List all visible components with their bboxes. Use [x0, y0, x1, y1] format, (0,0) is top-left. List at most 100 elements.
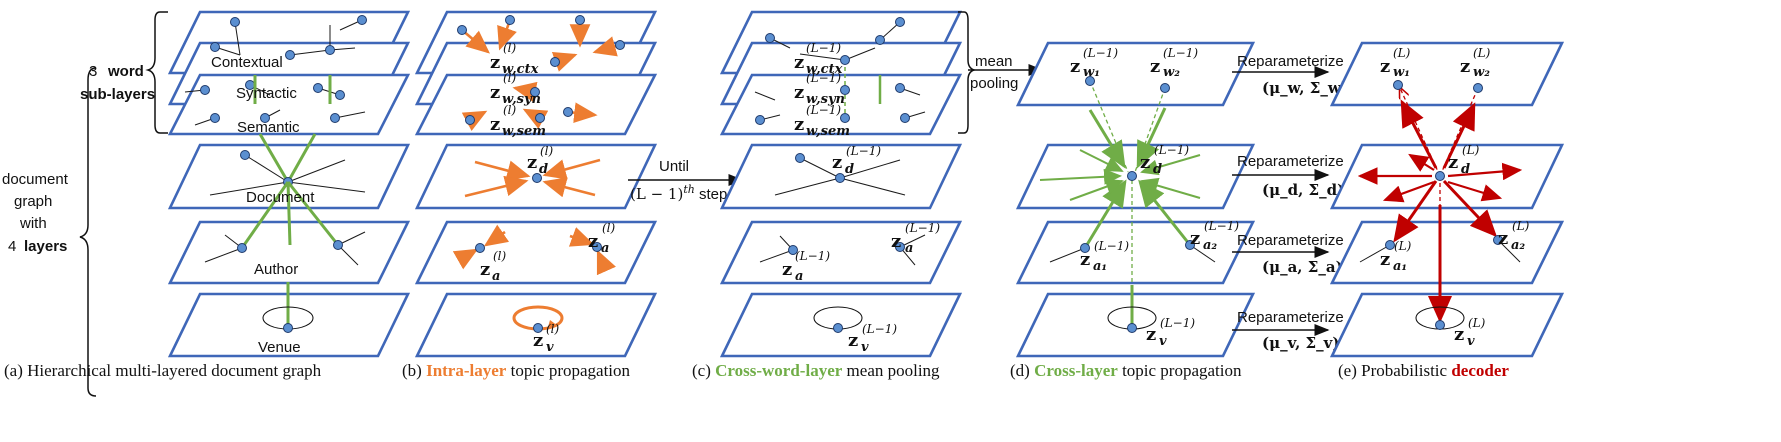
b-sup-ctx: (l)	[503, 41, 517, 55]
doc-graph-line-3: with	[19, 215, 47, 232]
svg-text:z: z	[794, 52, 804, 73]
svg-text:z: z	[832, 152, 842, 173]
reparam-params-d: (μ_d, Σ_d)	[1262, 181, 1344, 199]
svg-text:a₂: a₂	[1203, 238, 1217, 253]
until-line-1: Until	[659, 158, 689, 175]
svg-text:z: z	[794, 114, 804, 135]
d-sub-d: d	[1153, 162, 1162, 177]
svg-text:z: z	[1080, 249, 1090, 270]
plane-author	[167, 220, 411, 285]
reparam-params-v: (μ_v, Σ_v)	[1262, 334, 1339, 352]
svg-text:z: z	[1146, 324, 1156, 345]
until-line-2: (L − 1)th step	[630, 183, 727, 204]
e-sup-d: (L)	[1462, 143, 1480, 157]
b-sup-a1: (l)	[493, 249, 507, 263]
svg-text:z: z	[848, 330, 858, 351]
svg-text:w₁: w₁	[1083, 65, 1100, 80]
right-brace	[958, 11, 977, 134]
caption-b: (b) Intra-layer topic propagation	[402, 361, 631, 380]
caption-c: (c) Cross-word-layer mean pooling	[692, 361, 940, 380]
e-sub-v: v	[1467, 334, 1475, 349]
svg-text:a₁: a₁	[1393, 259, 1407, 274]
panel-a: Contextual Syntactic Semantic Document A…	[167, 10, 411, 358]
b-sub-sem: w,sem	[502, 124, 546, 139]
e-sup-v: (L)	[1468, 316, 1486, 330]
svg-text:z: z	[1140, 152, 1150, 173]
label-document: Document	[246, 189, 315, 206]
label-syntactic: Syntactic	[236, 85, 297, 102]
svg-text:a₁: a₁	[1093, 259, 1107, 274]
c-sup-a1: (L−1)	[795, 249, 830, 263]
svg-text:a₂: a₂	[1511, 238, 1525, 253]
b-sub-d: d	[539, 162, 548, 177]
svg-text:z: z	[1454, 324, 1464, 345]
e-sup-w1: (L)	[1393, 46, 1411, 60]
word-sublayers-count: 3	[89, 63, 97, 80]
svg-text:z: z	[1380, 56, 1390, 77]
panel-d: z (L−1) w₁ z (L−1) w₂ z (L−1) d z (L−1) …	[1015, 41, 1256, 358]
b-sup-syn: (l)	[503, 71, 517, 85]
b-sub-a2: a	[601, 241, 609, 256]
svg-text:z: z	[1460, 56, 1470, 77]
b-z-a1: z	[480, 259, 490, 280]
b-z-d: z	[527, 152, 537, 173]
reparam-params-w: (μ_w, Σ_w)	[1262, 79, 1348, 97]
svg-text:z: z	[794, 82, 804, 103]
c-sup-syn: (L−1)	[806, 71, 841, 85]
c-sub-sem: w,sem	[806, 124, 850, 139]
svg-text:w₂: w₂	[1163, 65, 1180, 80]
c-sub-a2: a	[905, 241, 913, 256]
reparam-label-w: Reparameterize	[1237, 53, 1344, 70]
svg-text:z: z	[891, 231, 901, 252]
c-sub-d: d	[845, 162, 854, 177]
b-sup-v: (l)	[546, 322, 560, 336]
c-sup-v: (L−1)	[862, 322, 897, 336]
e-sup-a2: (L)	[1512, 219, 1530, 233]
mean-pooling-line-2: pooling	[970, 75, 1018, 92]
d-sup-a1: (L−1)	[1094, 239, 1129, 253]
c-sup-d: (L−1)	[846, 144, 881, 158]
e-sub-d: d	[1461, 162, 1470, 177]
four-layers-word: layers	[24, 238, 67, 255]
plane-semantic	[167, 73, 411, 136]
d-sup-w1: (L−1)	[1083, 46, 1118, 60]
e-sup-w2: (L)	[1473, 46, 1491, 60]
left-braces	[79, 11, 168, 397]
b-sub-ctx: w,ctx	[502, 62, 539, 77]
d-sup-v: (L−1)	[1160, 316, 1195, 330]
b-z-v: z	[533, 330, 543, 351]
svg-text:z: z	[782, 259, 792, 280]
c-sub-ctx: w,ctx	[806, 62, 843, 77]
panel-c: z (L−1) w,ctx z (L−1) w,syn z (L−1) w,se…	[719, 10, 963, 358]
caption-d: (d) Cross-layer topic propagation	[1010, 361, 1242, 380]
mean-pooling-line-1: mean	[975, 53, 1013, 70]
b-z-syn: z	[490, 82, 500, 103]
d-sub-v: v	[1159, 334, 1167, 349]
b-sup-sem: (l)	[503, 103, 517, 117]
label-author: Author	[254, 261, 298, 278]
svg-text:z: z	[1190, 228, 1200, 249]
svg-text:w₁: w₁	[1393, 65, 1410, 80]
c-sup-a2: (L−1)	[905, 221, 940, 235]
reparam-label-d: Reparameterize	[1237, 153, 1344, 170]
reparam-arrows	[1232, 66, 1330, 336]
reparam-label-a: Reparameterize	[1237, 232, 1344, 249]
word-sublayers-word: word	[107, 63, 144, 80]
label-semantic: Semantic	[237, 119, 300, 136]
panel-e: z (L) w₁ z (L) w₂ z (L) d z (L) a₁ z (L)…	[1329, 41, 1565, 358]
doc-graph-line-1: document	[2, 171, 69, 188]
d-sup-w2: (L−1)	[1163, 46, 1198, 60]
b-sub-a1: a	[492, 269, 500, 284]
b-z-ctx: z	[490, 52, 500, 73]
svg-text:w₂: w₂	[1473, 65, 1490, 80]
b-sup-d: (l)	[540, 144, 554, 158]
caption-a: (a) Hierarchical multi-layered document …	[4, 361, 322, 380]
reparam-label-v: Reparameterize	[1237, 309, 1344, 326]
c-sup-ctx: (L−1)	[806, 41, 841, 55]
c-sup-sem: (L−1)	[806, 103, 841, 117]
e-sup-a1: (L)	[1394, 239, 1412, 253]
panel-b: z (l) w,ctx z (l) w,syn z (l) w,sem z (l…	[414, 10, 658, 358]
label-venue: Venue	[258, 339, 301, 356]
d-sup-d: (L−1)	[1154, 143, 1189, 157]
